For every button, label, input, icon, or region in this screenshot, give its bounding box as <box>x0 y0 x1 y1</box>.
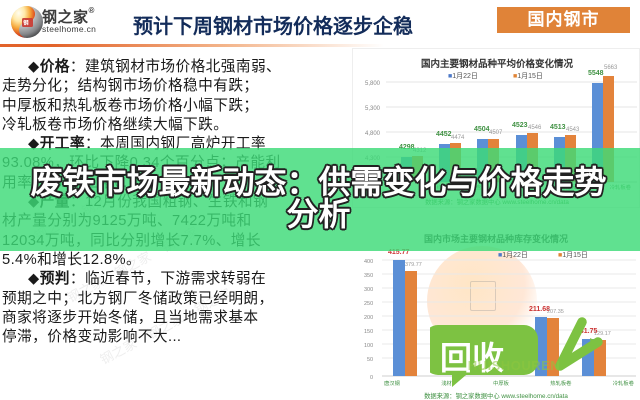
svg-text:250: 250 <box>364 301 373 307</box>
svg-text:4,800: 4,800 <box>365 131 381 137</box>
svg-text:200: 200 <box>364 315 373 321</box>
svg-text:钢: 钢 <box>23 19 29 27</box>
svg-text:350: 350 <box>364 273 373 279</box>
svg-text:100: 100 <box>364 343 373 349</box>
svg-text:5,300: 5,300 <box>365 106 381 112</box>
svg-text:50: 50 <box>367 357 373 363</box>
svg-text:0: 0 <box>370 375 373 381</box>
svg-text:300: 300 <box>364 287 373 293</box>
svg-text:400: 400 <box>364 259 373 265</box>
svg-text:5,800: 5,800 <box>365 81 381 87</box>
svg-text:150: 150 <box>364 329 373 335</box>
